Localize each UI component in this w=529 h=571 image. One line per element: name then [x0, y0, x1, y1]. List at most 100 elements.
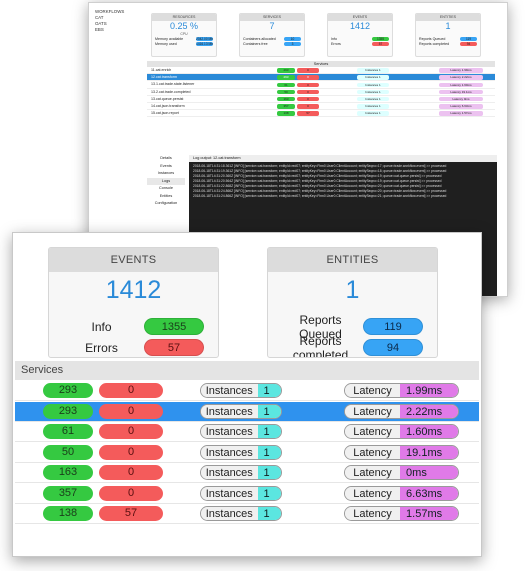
reports-completed-count: 94 — [363, 339, 423, 356]
ok-count-pill: 50 — [277, 89, 295, 95]
error-count-pill: 0 — [297, 82, 319, 88]
entities-header: ENTITIES — [268, 248, 437, 272]
tab-configuration[interactable]: Configuration — [154, 201, 178, 205]
row-value: 2042.00 Mb — [196, 36, 213, 41]
row-value: 10 — [284, 36, 301, 41]
ok-count-pill: 61 — [277, 82, 295, 88]
latency-badge: Latency 1.60ms — [439, 82, 483, 88]
table-row[interactable]: 163 0 Instances 1 Latency 0ms — [15, 463, 479, 483]
table-row[interactable]: 61 0 Instances 1 Latency 1.60ms — [15, 422, 479, 442]
service-name: 13.cat.queue.persist — [151, 96, 184, 101]
ok-count-pill: 293 — [277, 68, 295, 73]
card-row: Memory available 2042.00 Mb — [152, 36, 216, 42]
nav-item-workflows[interactable]: WORKFLOWS — [95, 9, 125, 14]
error-count-pill: 0 — [297, 97, 319, 102]
latency-badge: Latency 19.1ms — [344, 444, 459, 460]
card-row: Info 1355 — [328, 36, 392, 42]
ok-count-pill: 50 — [43, 444, 93, 460]
instances-badge: Instances 1 — [357, 82, 389, 88]
table-row[interactable]: 11.cat.enrich 293 0 Instances 1 Latency 1.99… — [147, 67, 495, 75]
errors-row: Errors 57 — [49, 337, 218, 357]
tab-instances[interactable]: Instances — [157, 171, 175, 175]
latency-badge: Latency 6.63ms — [344, 485, 459, 501]
reports-completed-row: Reports completed 94 — [268, 334, 437, 357]
tab-entities[interactable]: Entities — [159, 193, 173, 198]
table-row[interactable]: 13.2.cat.trade.completed 50 0 Instances 1 La… — [147, 89, 495, 96]
row-label: Memory used — [155, 42, 177, 47]
row-value: 57 — [372, 42, 389, 47]
instances-badge: Instances 1 — [357, 97, 389, 102]
latency-label: Latency — [345, 507, 401, 520]
instances-label: Instances — [201, 404, 258, 418]
tab-logs[interactable]: Logs — [147, 177, 185, 185]
latency-value: 0ms — [400, 466, 458, 479]
latency-badge: Latency 19.1ms — [439, 89, 483, 95]
latency-badge: Latency 2.22ms — [439, 75, 483, 80]
instances-label: Instances — [201, 384, 258, 397]
log-line: 2018-06-18T14:31:24.866Z [INFO] [service… — [193, 194, 447, 198]
instances-value: 1 — [257, 404, 281, 418]
row-value: 3 — [284, 42, 301, 47]
error-count-pill: 57 — [99, 506, 163, 521]
nav-item-cat[interactable]: CAT — [95, 15, 104, 20]
table-row[interactable]: 13.cat.queue.persist 163 0 Instances 1 Laten… — [147, 96, 495, 103]
events-card: EVENTS 1412 Info 1355 Errors 57 — [48, 247, 219, 358]
card-header: EVENTS — [328, 14, 392, 21]
error-count-pill: 0 — [99, 465, 163, 480]
service-name: 11.cat.enrich — [151, 68, 172, 72]
ok-count-pill: 357 — [277, 104, 295, 109]
info-count: 1355 — [144, 318, 204, 335]
table-row[interactable]: 293 0 Instances 1 Latency 2.22ms — [15, 401, 479, 422]
log-line: 2018-06-18T14:31:20.564Z [INFO] [service… — [193, 179, 442, 183]
row-label: Reports completed — [419, 42, 450, 47]
instances-badge: Instances 1 — [200, 383, 282, 398]
table-row[interactable]: 12.cat.transform 293 0 Instances 1 Latency 2… — [147, 74, 495, 82]
instances-badge: Instances 1 — [200, 403, 282, 419]
service-name: 13.2.cat.trade.completed — [151, 89, 191, 94]
tab-console[interactable]: Console — [159, 186, 173, 190]
table-row[interactable]: 357 0 Instances 1 Latency 6.63ms — [15, 484, 479, 504]
latency-label: Latency — [345, 466, 401, 479]
table-row[interactable]: 50 0 Instances 1 Latency 19.1ms — [15, 443, 479, 463]
workflow-nav: WORKFLOWS CAT OATS EBS — [95, 9, 143, 33]
table-row[interactable]: 15.cat.json.report 138 57 Instances 1 Latenc… — [147, 110, 495, 118]
latency-badge: Latency 1.57ms — [344, 506, 459, 521]
instances-badge: Instances 1 — [357, 68, 389, 73]
latency-badge: Latency 1.57ms — [439, 111, 483, 116]
instances-badge: Instances 1 — [200, 424, 282, 439]
events-value: 1412 — [349, 21, 371, 31]
service-name: 13.1.cat.trade.state.listener — [151, 82, 195, 87]
reports-queued-count: 119 — [363, 318, 423, 335]
instances-badge: Instances 1 — [200, 485, 282, 501]
table-row[interactable]: 293 0 Instances 1 Latency 1.99ms — [15, 381, 479, 401]
nav-item-ebs[interactable]: EBS — [95, 27, 104, 32]
error-count-pill: 0 — [297, 89, 319, 95]
error-count-pill: 0 — [99, 424, 163, 439]
tab-events[interactable]: Events — [160, 163, 172, 168]
instances-value: 1 — [257, 507, 281, 520]
log-line: 2018-06-18T14:31:22.868Z [INFO] [service… — [193, 184, 442, 188]
entities-total: 1 — [345, 276, 360, 304]
entities-value: 1 — [445, 21, 451, 31]
table-row[interactable]: 13.1.cat.trade.state.listener 61 0 Instance… — [147, 81, 495, 89]
latency-badge: Latency 0ms — [439, 97, 483, 102]
service-name: 15.cat.json.report — [151, 111, 179, 116]
events-header: EVENTS — [49, 248, 218, 272]
table-row[interactable]: 138 57 Instances 1 Latency 1.57ms — [15, 504, 479, 524]
nav-item-oats[interactable]: OATS — [95, 21, 107, 26]
log-line: 2018-06-18T14:31:19.361Z [INFO] [service… — [193, 169, 447, 173]
instances-value: 1 — [257, 486, 281, 500]
error-count-pill: 0 — [99, 403, 163, 419]
latency-value: 2.22ms — [400, 404, 458, 418]
detail-tabs: Details Events Instances Logs Console En… — [147, 155, 185, 208]
card-row: Errors 57 — [328, 42, 392, 48]
instances-badge: Instances 1 — [200, 465, 282, 480]
latency-label: Latency — [345, 404, 401, 418]
tab-details[interactable]: Details — [160, 156, 172, 160]
error-count-pill: 0 — [297, 68, 319, 73]
latency-badge: Latency 2.22ms — [344, 403, 459, 419]
latency-label: Latency — [345, 384, 401, 397]
cpu-value: 0.25 % — [169, 21, 199, 31]
table-row[interactable]: 14.cat.json.transform 357 0 Instances 1 Late… — [147, 103, 495, 111]
ok-count-pill: 293 — [43, 403, 93, 419]
